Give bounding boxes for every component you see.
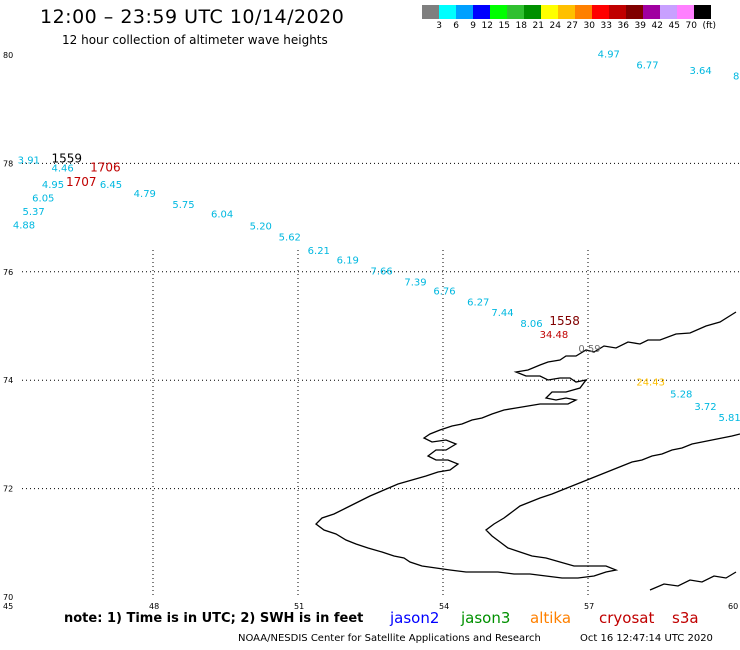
longitude-label: 57 xyxy=(584,602,594,611)
color-scale-tick: 12 xyxy=(481,21,493,31)
color-scale-tick: 36 xyxy=(617,21,629,31)
legend-jason3: jason3 xyxy=(461,609,511,627)
color-swatch xyxy=(592,5,609,19)
wave-height-value: 8 xyxy=(733,71,739,82)
wave-height-value: 6.21 xyxy=(308,246,330,257)
wave-height-value: 5.75 xyxy=(172,200,194,211)
color-swatch xyxy=(541,5,558,19)
pass-time-label: 1707 xyxy=(66,175,97,189)
color-scale-tick: 24 xyxy=(549,21,561,31)
longitude-label: 54 xyxy=(439,602,449,611)
color-swatch xyxy=(473,5,490,19)
wave-height-value: 6.76 xyxy=(433,287,455,298)
latitude-label: 74 xyxy=(3,376,13,385)
latitude-label: 70 xyxy=(3,593,13,602)
color-swatch xyxy=(660,5,677,19)
map-subtitle: 12 hour collection of altimeter wave hei… xyxy=(62,33,328,47)
longitude-label: 60 xyxy=(728,602,738,611)
southern-coastline xyxy=(649,571,737,591)
color-swatch xyxy=(643,5,660,19)
color-scale-tick: 18 xyxy=(515,21,527,31)
wave-height-value: 4.79 xyxy=(134,189,156,200)
land-outline xyxy=(315,311,740,591)
wave-height-value: 24.43 xyxy=(636,378,665,389)
color-swatch xyxy=(422,5,439,19)
wave-height-value: 5.20 xyxy=(250,222,272,233)
pass-time-label: 1558 xyxy=(549,314,580,328)
longitude-label: 45 xyxy=(3,602,13,611)
color-swatch xyxy=(490,5,507,19)
color-scale-bar xyxy=(422,5,711,19)
wave-height-value: 5.37 xyxy=(23,207,45,218)
novaya-zemlya-coastline xyxy=(315,311,740,579)
wave-height-value: 6.19 xyxy=(337,256,359,267)
color-swatch xyxy=(694,5,711,19)
wave-height-value: 0.59 xyxy=(578,344,600,355)
wave-height-value: 6.05 xyxy=(32,193,54,204)
wave-height-value: 5.81 xyxy=(719,413,740,424)
generation-timestamp: Oct 16 12:47:14 UTC 2020 xyxy=(580,633,713,644)
longitude-label: 48 xyxy=(149,602,159,611)
longitude-label: 51 xyxy=(294,602,304,611)
wave-height-value: 8.06 xyxy=(520,319,542,330)
color-swatch xyxy=(439,5,456,19)
wave-height-value: 5.28 xyxy=(670,390,692,401)
wave-height-value: 3.72 xyxy=(694,402,716,413)
color-swatch xyxy=(677,5,694,19)
credit-line: NOAA/NESDIS Center for Satellite Applica… xyxy=(238,633,541,644)
wave-height-value: 34.48 xyxy=(540,330,569,341)
wave-height-value: 6.45 xyxy=(100,180,122,191)
color-swatch xyxy=(524,5,541,19)
color-swatch xyxy=(575,5,592,19)
color-scale-tick: 33 xyxy=(600,21,612,31)
wave-height-value: 7.39 xyxy=(404,277,426,288)
color-swatch xyxy=(507,5,524,19)
latitude-label: 78 xyxy=(3,159,13,168)
pass-time-label: 1559 xyxy=(52,151,83,165)
wave-height-value: 7.44 xyxy=(491,308,513,319)
wave-height-value: 3.64 xyxy=(690,66,712,77)
color-swatch xyxy=(558,5,575,19)
color-swatch xyxy=(609,5,626,19)
pass-time-label: 1706 xyxy=(90,161,121,175)
observation-labels: 4.97 6.77 3.64 8 3.91 4.46 4.95 6.45 6.05 5.37 4.8… xyxy=(13,50,740,424)
color-scale-tick: 9 xyxy=(470,21,476,31)
legend-jason2: jason2 xyxy=(390,609,440,627)
latitude-label: 72 xyxy=(3,485,13,494)
wave-height-value: 7.66 xyxy=(371,267,393,278)
color-scale-tick: 30 xyxy=(583,21,595,31)
color-scale-tick: 27 xyxy=(566,21,578,31)
wave-height-value: 4.88 xyxy=(13,220,35,231)
color-scale-tick: 21 xyxy=(532,21,544,31)
color-swatch xyxy=(456,5,473,19)
wave-height-value: 6.77 xyxy=(636,61,658,72)
wave-height-value: 4.46 xyxy=(52,164,74,175)
map-title: 12:00 – 23:59 UTC 10/14/2020 xyxy=(40,6,345,28)
color-scale-tick: 45 xyxy=(668,21,680,31)
latitude-label: 80 xyxy=(3,51,13,60)
color-scale-unit: (ft) xyxy=(702,21,716,31)
footer-note: note: 1) Time is in UTC; 2) SWH is in fe… xyxy=(64,611,364,626)
color-scale-tick: 39 xyxy=(634,21,646,31)
legend-altika: altika xyxy=(530,609,572,627)
wave-height-value: 3.91 xyxy=(18,155,40,166)
legend-s3a: s3a xyxy=(672,609,699,627)
color-scale-tick: 6 xyxy=(453,21,459,31)
color-scale-tick: 70 xyxy=(685,21,697,31)
legend-cryosat: cryosat xyxy=(599,609,655,627)
color-swatch xyxy=(626,5,643,19)
wave-height-value: 5.62 xyxy=(279,232,301,243)
wave-height-value: 4.97 xyxy=(598,50,620,61)
color-scale-tick: 15 xyxy=(498,21,510,31)
wave-height-value: 6.27 xyxy=(467,297,489,308)
latitude-label: 76 xyxy=(3,268,13,277)
color-scale-tick: 3 xyxy=(436,21,442,31)
color-scale-tick: 42 xyxy=(651,21,663,31)
wave-height-value: 6.04 xyxy=(211,210,233,221)
wave-height-value: 4.95 xyxy=(42,180,64,191)
